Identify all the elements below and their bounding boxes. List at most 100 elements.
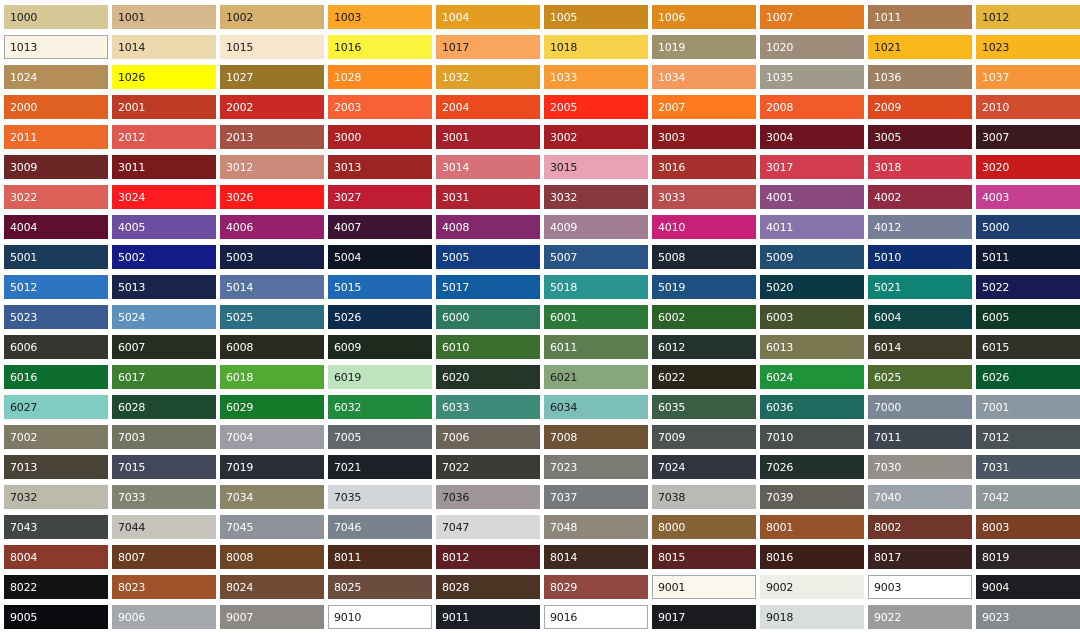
color-swatch-3032[interactable]: 3032	[544, 185, 648, 209]
color-swatch-3022[interactable]: 3022	[4, 185, 108, 209]
color-swatch-3031[interactable]: 3031	[436, 185, 540, 209]
color-swatch-3013[interactable]: 3013	[328, 155, 432, 179]
color-swatch-6009[interactable]: 6009	[328, 335, 432, 359]
color-swatch-2005[interactable]: 2005	[544, 95, 648, 119]
color-swatch-1001[interactable]: 1001	[112, 5, 216, 29]
color-swatch-6016[interactable]: 6016	[4, 365, 108, 389]
color-swatch-6034[interactable]: 6034	[544, 395, 648, 419]
color-swatch-7033[interactable]: 7033	[112, 485, 216, 509]
color-swatch-5000[interactable]: 5000	[976, 215, 1080, 239]
color-swatch-7019[interactable]: 7019	[220, 455, 324, 479]
color-swatch-5003[interactable]: 5003	[220, 245, 324, 269]
color-swatch-4005[interactable]: 4005	[112, 215, 216, 239]
color-swatch-6032[interactable]: 6032	[328, 395, 432, 419]
color-swatch-7026[interactable]: 7026	[760, 455, 864, 479]
color-swatch-1034[interactable]: 1034	[652, 65, 756, 89]
color-swatch-8007[interactable]: 8007	[112, 545, 216, 569]
color-swatch-7013[interactable]: 7013	[4, 455, 108, 479]
color-swatch-3018[interactable]: 3018	[868, 155, 972, 179]
color-swatch-1027[interactable]: 1027	[220, 65, 324, 89]
color-swatch-8028[interactable]: 8028	[436, 575, 540, 599]
color-swatch-5015[interactable]: 5015	[328, 275, 432, 299]
color-swatch-7000[interactable]: 7000	[868, 395, 972, 419]
color-swatch-1020[interactable]: 1020	[760, 35, 864, 59]
color-swatch-7005[interactable]: 7005	[328, 425, 432, 449]
color-swatch-6035[interactable]: 6035	[652, 395, 756, 419]
color-swatch-4004[interactable]: 4004	[4, 215, 108, 239]
color-swatch-4010[interactable]: 4010	[652, 215, 756, 239]
color-swatch-1026[interactable]: 1026	[112, 65, 216, 89]
color-swatch-7034[interactable]: 7034	[220, 485, 324, 509]
color-swatch-5025[interactable]: 5025	[220, 305, 324, 329]
color-swatch-2009[interactable]: 2009	[868, 95, 972, 119]
color-swatch-3015[interactable]: 3015	[544, 155, 648, 179]
color-swatch-5018[interactable]: 5018	[544, 275, 648, 299]
color-swatch-6003[interactable]: 6003	[760, 305, 864, 329]
color-swatch-9016[interactable]: 9016	[544, 605, 648, 629]
color-swatch-9003[interactable]: 9003	[868, 575, 972, 599]
color-swatch-7010[interactable]: 7010	[760, 425, 864, 449]
color-swatch-4001[interactable]: 4001	[760, 185, 864, 209]
color-swatch-7004[interactable]: 7004	[220, 425, 324, 449]
color-swatch-5009[interactable]: 5009	[760, 245, 864, 269]
color-swatch-7012[interactable]: 7012	[976, 425, 1080, 449]
color-swatch-3024[interactable]: 3024	[112, 185, 216, 209]
color-swatch-4007[interactable]: 4007	[328, 215, 432, 239]
color-swatch-6005[interactable]: 6005	[976, 305, 1080, 329]
color-swatch-6022[interactable]: 6022	[652, 365, 756, 389]
color-swatch-3005[interactable]: 3005	[868, 125, 972, 149]
color-swatch-7044[interactable]: 7044	[112, 515, 216, 539]
color-swatch-6011[interactable]: 6011	[544, 335, 648, 359]
color-swatch-8022[interactable]: 8022	[4, 575, 108, 599]
color-swatch-7003[interactable]: 7003	[112, 425, 216, 449]
color-swatch-6019[interactable]: 6019	[328, 365, 432, 389]
color-swatch-9004[interactable]: 9004	[976, 575, 1080, 599]
color-swatch-8023[interactable]: 8023	[112, 575, 216, 599]
color-swatch-6015[interactable]: 6015	[976, 335, 1080, 359]
color-swatch-6010[interactable]: 6010	[436, 335, 540, 359]
color-swatch-5024[interactable]: 5024	[112, 305, 216, 329]
color-swatch-7006[interactable]: 7006	[436, 425, 540, 449]
color-swatch-5022[interactable]: 5022	[976, 275, 1080, 299]
color-swatch-7042[interactable]: 7042	[976, 485, 1080, 509]
color-swatch-6001[interactable]: 6001	[544, 305, 648, 329]
color-swatch-1023[interactable]: 1023	[976, 35, 1080, 59]
color-swatch-3016[interactable]: 3016	[652, 155, 756, 179]
color-swatch-3004[interactable]: 3004	[760, 125, 864, 149]
color-swatch-7045[interactable]: 7045	[220, 515, 324, 539]
color-swatch-7039[interactable]: 7039	[760, 485, 864, 509]
color-swatch-7037[interactable]: 7037	[544, 485, 648, 509]
color-swatch-1035[interactable]: 1035	[760, 65, 864, 89]
color-swatch-3012[interactable]: 3012	[220, 155, 324, 179]
color-swatch-4011[interactable]: 4011	[760, 215, 864, 239]
color-swatch-7032[interactable]: 7032	[4, 485, 108, 509]
color-swatch-6024[interactable]: 6024	[760, 365, 864, 389]
color-swatch-5005[interactable]: 5005	[436, 245, 540, 269]
color-swatch-1016[interactable]: 1016	[328, 35, 432, 59]
color-swatch-6018[interactable]: 6018	[220, 365, 324, 389]
color-swatch-7036[interactable]: 7036	[436, 485, 540, 509]
color-swatch-8025[interactable]: 8025	[328, 575, 432, 599]
color-swatch-5007[interactable]: 5007	[544, 245, 648, 269]
color-swatch-1028[interactable]: 1028	[328, 65, 432, 89]
color-swatch-2003[interactable]: 2003	[328, 95, 432, 119]
color-swatch-5004[interactable]: 5004	[328, 245, 432, 269]
color-swatch-1036[interactable]: 1036	[868, 65, 972, 89]
color-swatch-8001[interactable]: 8001	[760, 515, 864, 539]
color-swatch-2004[interactable]: 2004	[436, 95, 540, 119]
color-swatch-6025[interactable]: 6025	[868, 365, 972, 389]
color-swatch-6006[interactable]: 6006	[4, 335, 108, 359]
color-swatch-5012[interactable]: 5012	[4, 275, 108, 299]
color-swatch-9017[interactable]: 9017	[652, 605, 756, 629]
color-swatch-3020[interactable]: 3020	[976, 155, 1080, 179]
color-swatch-7031[interactable]: 7031	[976, 455, 1080, 479]
color-swatch-7043[interactable]: 7043	[4, 515, 108, 539]
color-swatch-7046[interactable]: 7046	[328, 515, 432, 539]
color-swatch-1014[interactable]: 1014	[112, 35, 216, 59]
color-swatch-4012[interactable]: 4012	[868, 215, 972, 239]
color-swatch-1019[interactable]: 1019	[652, 35, 756, 59]
color-swatch-6012[interactable]: 6012	[652, 335, 756, 359]
color-swatch-7040[interactable]: 7040	[868, 485, 972, 509]
color-swatch-7035[interactable]: 7035	[328, 485, 432, 509]
color-swatch-3009[interactable]: 3009	[4, 155, 108, 179]
